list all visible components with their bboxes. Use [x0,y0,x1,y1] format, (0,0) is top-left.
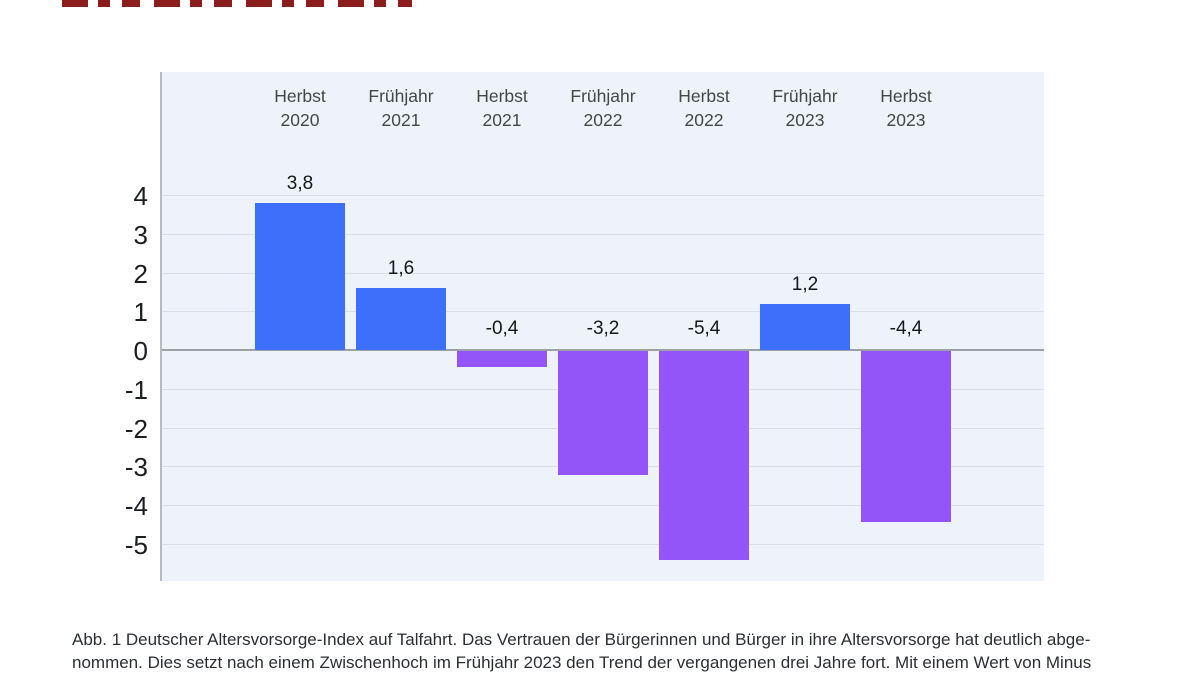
column-header: Herbst 2021 [476,86,528,130]
gridline [162,543,1044,545]
clipped-headline-fragment [62,0,412,7]
figure-caption: Abb. 1 Deutscher Altersvorsorge-Index au… [72,628,1147,674]
y-tick-label: 3 [133,219,148,250]
value-label: 1,2 [791,273,819,295]
gridline [162,311,1044,313]
bar-fruhjahr-2023 [760,303,850,350]
column-header: Frühjahr 2021 [368,86,434,130]
value-label: 3,8 [286,172,314,194]
value-label: -5,4 [687,318,721,339]
column-header: Herbst 2023 [880,86,932,130]
gridline [162,233,1044,235]
y-tick-label: 4 [133,181,148,211]
y-tick-label: 2 [133,258,148,289]
value-label: -0,4 [485,318,519,339]
value-label: -3,2 [586,318,620,339]
column-header: Frühjahr 2022 [570,86,636,130]
gridline [162,195,1044,196]
y-tick-label: -5 [124,529,148,560]
bar-fruhjahr-2022 [558,351,648,475]
bar-fruhjahr-2021 [356,288,446,350]
value-label: -4,4 [889,318,923,339]
column-header: Frühjahr 2023 [772,86,838,130]
y-tick-label: 1 [133,297,148,328]
y-tick-label: -1 [124,374,148,405]
y-axis: 4 3 2 1 0 -1 -2 -3 -4 -5 [0,72,148,581]
plot-area: Herbst 2020 3,8 Frühjahr 2021 1,6 Herbst 2021 -0… [160,72,1044,581]
zero-axis-line [162,349,1044,351]
bar-herbst-2021 [457,351,547,367]
bar-herbst-2023 [861,351,951,522]
caption-line-1: Abb. 1 Deutscher Altersvorsorge-Index au… [72,630,1091,649]
bar-herbst-2020 [255,202,345,350]
caption-line-2: nommen. Dies setzt nach einem Zwischenho… [72,653,1092,672]
y-tick-label: -2 [124,413,148,444]
y-tick-label: 0 [133,336,148,366]
y-tick-label: -4 [124,491,148,521]
gridline [162,505,1044,506]
column-header: Herbst 2022 [678,86,730,130]
gridline [162,272,1044,274]
y-tick-label: -3 [124,452,148,483]
value-label: 1,6 [387,258,415,279]
column-header: Herbst 2020 [274,86,326,130]
bar-herbst-2022 [659,351,749,561]
